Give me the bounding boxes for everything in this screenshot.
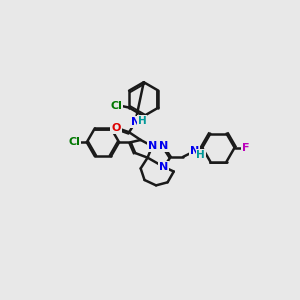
Text: N: N bbox=[130, 117, 140, 127]
Text: Cl: Cl bbox=[110, 101, 122, 111]
Text: N: N bbox=[148, 141, 157, 151]
Text: Cl: Cl bbox=[68, 137, 80, 147]
Text: H: H bbox=[196, 150, 205, 160]
Text: H: H bbox=[138, 116, 147, 126]
Text: O: O bbox=[111, 123, 121, 134]
Text: N: N bbox=[190, 146, 199, 157]
Text: N: N bbox=[159, 141, 168, 151]
Text: N: N bbox=[159, 162, 168, 172]
Text: F: F bbox=[242, 143, 249, 153]
